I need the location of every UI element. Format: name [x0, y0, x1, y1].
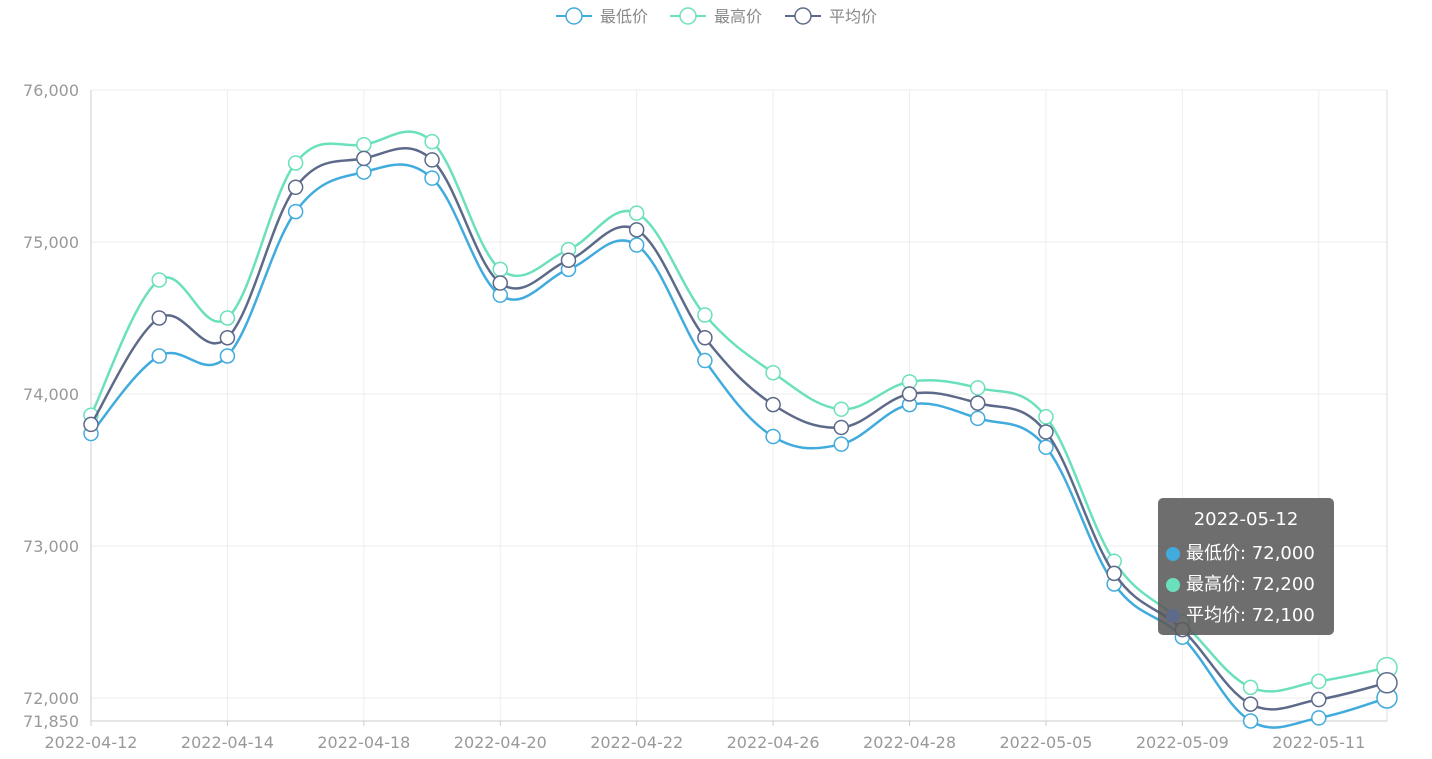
- y-tick-label-1: 75,000: [23, 233, 79, 252]
- data-point-high-5: [424, 133, 440, 150]
- data-point-avg-18: [1311, 691, 1327, 708]
- tooltip-label-high: 最高价: 72,200: [1186, 574, 1315, 595]
- axes: [90, 90, 1388, 722]
- data-point-avg-0: [83, 416, 99, 433]
- x-tick-label-2: 2022-04-18: [317, 733, 410, 752]
- tooltip-label-avg: 平均价: 72,100: [1186, 605, 1315, 626]
- data-point-low-18: [1311, 710, 1327, 726]
- data-point-low-4: [356, 164, 372, 180]
- data-point-low-5: [424, 170, 440, 186]
- tooltip-row-avg: 平均价: 72,100: [1166, 600, 1326, 631]
- data-point-avg-5: [424, 152, 440, 168]
- series-line-low: [90, 163, 1388, 729]
- data-point-low-17: [1242, 713, 1259, 729]
- legend-item-high[interactable]: 最高价: [670, 7, 762, 26]
- x-tick-label-3: 2022-04-20: [454, 733, 547, 752]
- x-tick-label-1: 2022-04-14: [181, 733, 274, 752]
- data-point-low-13: [969, 410, 986, 427]
- x-tick-label-5: 2022-04-26: [727, 733, 820, 752]
- series-high: [83, 130, 1398, 696]
- legend[interactable]: 最低价 最高价 平均价: [556, 7, 877, 26]
- data-point-low-10: [765, 428, 781, 445]
- legend-marker-high: [679, 7, 697, 25]
- legend-marker-low: [565, 7, 583, 25]
- data-point-avg-19: [1376, 672, 1398, 694]
- legend-label-avg: 平均价: [829, 7, 877, 26]
- data-point-avg-13: [969, 395, 986, 411]
- data-point-high-2: [219, 310, 236, 326]
- legend-label-low: 最低价: [600, 7, 648, 26]
- data-point-avg-2: [219, 330, 236, 346]
- data-point-high-1: [151, 272, 167, 288]
- tooltip-dot-high: [1166, 577, 1180, 592]
- data-point-high-6: [492, 261, 509, 278]
- data-point-low-11: [833, 436, 850, 452]
- data-point-avg-6: [492, 275, 509, 291]
- legend-marker-avg: [794, 7, 812, 25]
- data-point-high-14: [1038, 409, 1054, 425]
- data-point-high-13: [969, 380, 986, 396]
- tooltip-title: 2022-05-12: [1193, 509, 1299, 530]
- legend-item-low[interactable]: 最低价: [556, 7, 648, 26]
- data-point-avg-3: [287, 179, 304, 196]
- data-point-high-10: [765, 364, 781, 381]
- tooltip-dot-low: [1166, 546, 1180, 561]
- y-axis-ticks: 76,000 75,000 74,000 73,000 72,000 71,850: [23, 81, 79, 731]
- x-tick-label-4: 2022-04-22: [590, 733, 683, 752]
- data-point-low-14: [1038, 439, 1054, 455]
- data-point-avg-10: [765, 396, 781, 413]
- data-point-high-8: [628, 205, 645, 221]
- data-point-avg-12: [901, 386, 918, 402]
- data-point-high-17: [1242, 679, 1259, 696]
- data-point-low-9: [697, 352, 713, 369]
- data-point-low-3: [287, 203, 304, 220]
- y-tick-label-3: 73,000: [23, 537, 79, 556]
- y-tick-label-2: 74,000: [23, 385, 79, 404]
- data-point-avg-15: [1106, 565, 1122, 582]
- x-tick-label-6: 2022-04-28: [863, 733, 956, 752]
- y-tick-label-5: 71,850: [23, 712, 79, 731]
- data-point-avg-8: [628, 222, 645, 238]
- tooltip-row-low: 最低价: 72,000: [1166, 538, 1326, 569]
- data-point-avg-17: [1242, 696, 1259, 712]
- series-low: [83, 163, 1398, 729]
- data-point-avg-1: [151, 310, 167, 326]
- x-axis-ticks: 2022-04-12 2022-04-14 2022-04-18 2022-04-20…: [45, 721, 1365, 752]
- data-point-high-4: [356, 136, 372, 153]
- tooltip: 2022-05-12 最低价: 72,000 最高价: 72,200 平均价: …: [1158, 498, 1334, 635]
- data-point-avg-14: [1038, 424, 1054, 440]
- data-point-avg-11: [833, 419, 850, 436]
- data-point-avg-4: [356, 150, 372, 167]
- x-tick-label-8: 2022-05-09: [1136, 733, 1229, 752]
- x-tick-label-9: 2022-05-11: [1272, 733, 1365, 752]
- data-point-avg-9: [697, 330, 713, 346]
- data-point-low-8: [628, 237, 645, 253]
- data-point-avg-7: [560, 252, 577, 268]
- tooltip-label-low: 最低价: 72,000: [1186, 543, 1315, 564]
- series-group: [83, 130, 1398, 729]
- x-tick-label-7: 2022-05-05: [999, 733, 1092, 752]
- legend-item-avg[interactable]: 平均价: [785, 7, 877, 26]
- data-point-low-1: [151, 348, 167, 364]
- y-tick-label-4: 72,000: [23, 689, 79, 708]
- x-tick-label-0: 2022-04-12: [45, 733, 138, 752]
- data-point-high-3: [287, 155, 304, 171]
- y-tick-label-0: 76,000: [23, 81, 79, 100]
- tooltip-dot-avg: [1166, 608, 1180, 623]
- data-point-high-18: [1311, 673, 1327, 690]
- tooltip-row-high: 最高价: 72,200: [1166, 569, 1326, 600]
- data-point-low-2: [219, 348, 236, 364]
- data-point-high-11: [833, 401, 850, 417]
- data-point-high-9: [697, 307, 713, 323]
- legend-label-high: 最高价: [714, 7, 762, 26]
